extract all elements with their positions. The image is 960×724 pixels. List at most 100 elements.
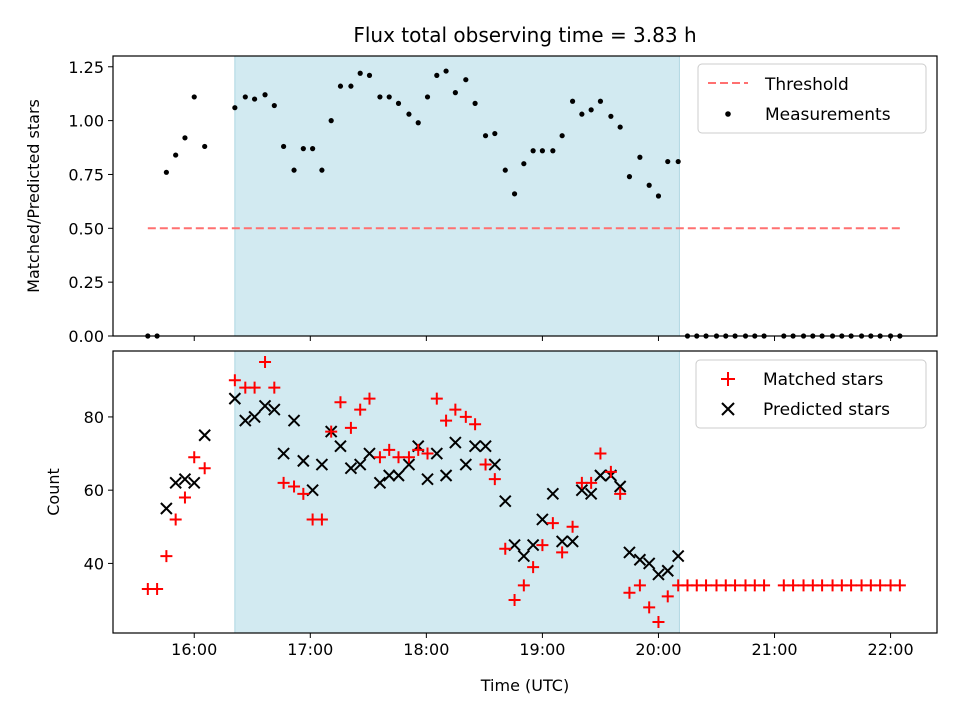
matched-star-point	[643, 601, 656, 614]
bottom-y-axis-label: Count	[44, 468, 63, 516]
predicted-star-point	[613, 480, 627, 493]
measurement-point	[655, 193, 662, 199]
measurement-point	[242, 94, 248, 100]
x-tick-label: 22:00	[868, 640, 914, 659]
bottom-plot-frame	[112, 350, 938, 634]
predicted-star-point	[188, 476, 201, 490]
predicted-star-point	[555, 535, 569, 548]
y-tick-label: 80	[84, 408, 104, 427]
matched-star-points	[141, 355, 906, 629]
measurement-point	[300, 146, 306, 152]
observing-span-bottom	[234, 350, 680, 634]
measurement-point	[511, 191, 518, 197]
measurement-point	[492, 130, 498, 137]
measurement-point	[163, 169, 169, 175]
matched-star-point	[383, 443, 396, 456]
ratio-panel: 0.00 0.25 0.50 0.75 1.00 1.25 Matched/Predict…	[24, 55, 938, 346]
count-panel: 16:00 17:00 18:00 19:00 20:00 21:00 22:00 40 60 8…	[44, 350, 938, 695]
predicted-star-point	[584, 487, 598, 501]
predicted-star-point	[671, 549, 685, 563]
measurement-point	[191, 94, 197, 100]
x-tick-label: 16:00	[171, 640, 217, 659]
y-tick-label: 0.50	[68, 219, 104, 238]
measurement-point	[415, 120, 421, 126]
measurement-point	[406, 111, 412, 117]
predicted-star-point	[392, 469, 405, 482]
matched-star-point	[315, 513, 328, 526]
matched-star-point	[198, 462, 211, 475]
measurement-point	[588, 107, 594, 113]
measurement-point	[232, 105, 238, 111]
matched-star-point	[151, 583, 164, 596]
matched-star-point	[459, 410, 472, 423]
measurement-point	[251, 96, 258, 102]
measurement-point	[637, 154, 643, 160]
y-tick-label: 1.00	[68, 112, 104, 131]
predicted-star-point	[546, 487, 560, 501]
matched-star-point	[430, 392, 443, 405]
legend-measurement-swatch	[725, 111, 731, 117]
matched-star-point	[479, 458, 492, 471]
matched-star-point	[248, 381, 261, 394]
predicted-star-point	[594, 469, 607, 482]
matched-star-point	[334, 396, 347, 409]
matched-star-point	[556, 546, 569, 559]
matched-star-point	[421, 447, 434, 460]
predicted-star-point	[268, 403, 281, 416]
legend-predicted-label: Predicted stars	[763, 400, 890, 420]
measurement-point	[386, 94, 392, 100]
x-tick-label: 17:00	[287, 640, 333, 659]
x-tick-label: 19:00	[519, 640, 565, 659]
predicted-star-point	[248, 410, 261, 424]
measurement-point	[271, 102, 277, 109]
bottom-axis-ticks: 16:00 17:00 18:00 19:00 20:00 21:00 22:00 40 60 8…	[84, 408, 914, 659]
matched-star-point	[585, 476, 598, 489]
matched-star-point	[440, 414, 453, 427]
matched-star-point	[874, 579, 887, 592]
measurement-point	[472, 100, 478, 106]
y-tick-label: 1.25	[68, 58, 104, 77]
legend-measurement-label: Measurements	[765, 105, 891, 125]
matched-star-point	[816, 579, 829, 592]
matched-star-point	[178, 491, 191, 504]
matched-star-point	[412, 443, 425, 456]
matched-star-point	[344, 421, 357, 434]
measurement-point	[202, 143, 208, 150]
measurement-point	[443, 68, 449, 74]
measurement-point	[291, 167, 297, 173]
predicted-star-points	[160, 392, 685, 581]
measurement-point	[377, 94, 383, 100]
predicted-star-point	[169, 476, 182, 490]
predicted-star-point	[160, 502, 173, 515]
matched-star-point	[604, 465, 617, 478]
matched-star-point	[259, 355, 272, 368]
measurement-point	[482, 133, 489, 139]
measurement-point	[646, 182, 652, 188]
measurement-point	[434, 72, 440, 78]
bottom-legend: Matched stars Predicted stars	[695, 359, 927, 429]
legend-matched-swatch	[721, 372, 735, 386]
predicted-star-point	[459, 458, 473, 471]
predicted-star-point	[439, 469, 453, 482]
predicted-star-point	[198, 429, 211, 442]
matched-star-point	[546, 517, 559, 530]
measurement-point	[319, 167, 325, 173]
measurement-point	[262, 92, 268, 98]
predicted-star-point	[526, 538, 540, 552]
matched-star-point	[758, 579, 771, 592]
matched-star-point	[623, 586, 636, 599]
matched-star-point	[508, 594, 521, 607]
measurement-point	[608, 113, 614, 119]
predicted-star-point	[566, 535, 579, 548]
legend-threshold-label: Threshold	[764, 75, 849, 95]
measurement-point	[579, 111, 585, 117]
observing-span	[234, 55, 680, 337]
measurement-point	[675, 158, 681, 165]
predicted-star-point	[575, 483, 589, 497]
matched-star-point	[845, 579, 858, 592]
predicted-star-point	[652, 568, 665, 581]
matched-star-point	[893, 579, 906, 592]
x-tick-label: 21:00	[751, 640, 797, 659]
predicted-star-point	[277, 447, 290, 460]
